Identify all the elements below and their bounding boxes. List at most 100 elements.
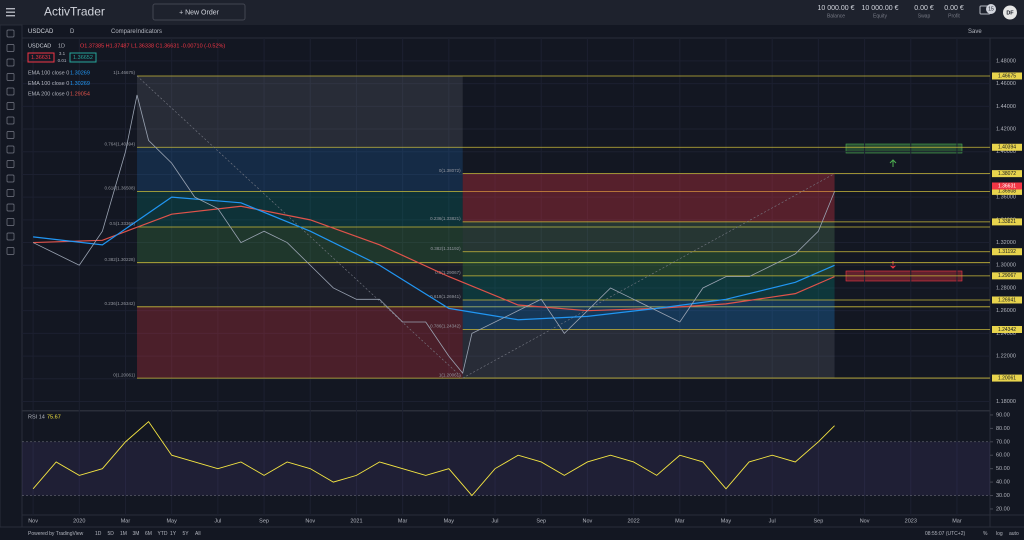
last-price-label: 1.36631 [998, 183, 1016, 189]
level-box [992, 325, 1022, 333]
level-label: 1.46675 [998, 73, 1016, 79]
scale-toggle[interactable]: log [996, 531, 1003, 537]
stat-value: 10 000.00 € [862, 5, 899, 12]
compare-button[interactable]: Compare [111, 29, 136, 35]
scale-toggle[interactable]: auto [1009, 531, 1019, 537]
sell-box[interactable] [27, 52, 55, 63]
range-button[interactable]: 6M [145, 531, 152, 537]
size: 3.1 [59, 51, 66, 56]
fib-label: 0(1.20061) [113, 372, 135, 377]
range-button[interactable]: All [195, 531, 201, 537]
fib-band [137, 147, 463, 192]
x-tick-label: Jul [492, 518, 499, 524]
x-tick-label: 2022 [627, 518, 639, 524]
range-button[interactable]: YTD [158, 531, 168, 537]
fib-band [462, 221, 835, 252]
tool-icon[interactable] [6, 116, 15, 125]
fib-label: 0(1.38072) [439, 168, 461, 173]
tool-icon[interactable] [6, 102, 15, 110]
avatar-initials: DF [1006, 10, 1014, 16]
tool-icon[interactable] [6, 174, 15, 183]
y-tick-label: 1.28000 [996, 285, 1016, 291]
buy-price[interactable]: 1.36652 [73, 55, 93, 61]
range-button[interactable]: 5Y [183, 531, 190, 537]
x-tick-label: Nov [583, 518, 593, 524]
stat-label: Balance [827, 13, 845, 19]
y-tick-label: 1.36000 [996, 195, 1016, 201]
y-tick-label: 1.32000 [996, 240, 1016, 246]
x-tick-label: Jul [214, 518, 221, 524]
level-box [992, 272, 1022, 280]
x-tick-label: Mar [121, 518, 131, 524]
logo: ActivTrader [44, 5, 105, 19]
new-order-label[interactable]: + New Order [179, 9, 220, 16]
stat-label: Equity [873, 13, 887, 19]
level-label: 1.26941 [998, 297, 1016, 303]
clock: 08:55:07 (UTC+2) [925, 531, 965, 537]
legend-value: 1.29054 [70, 91, 90, 97]
rsi-tick-label: 90.00 [996, 412, 1010, 418]
fib-band [462, 299, 835, 330]
level-label: 1.31192 [998, 249, 1016, 255]
tool-icon[interactable] [6, 73, 15, 81]
spread: 0.01 [58, 58, 67, 63]
rsi-band [22, 441, 990, 496]
tool-icon[interactable] [6, 160, 15, 168]
tool-icon[interactable] [6, 232, 15, 241]
tool-icon[interactable] [6, 44, 15, 52]
level-label: 1.38072 [998, 171, 1016, 177]
legend-value: 1.30269 [70, 81, 90, 87]
sell-price[interactable]: 1.36631 [31, 55, 51, 61]
range-button[interactable]: 3M [133, 531, 140, 537]
level-box [992, 248, 1022, 256]
stat-label: Profit [948, 13, 960, 19]
toolbar-interval[interactable]: D [70, 29, 75, 35]
tool-icon[interactable] [6, 58, 15, 67]
x-tick-label: Sep [259, 518, 269, 524]
tool-icon[interactable] [6, 203, 15, 212]
tool-icon[interactable] [6, 145, 15, 154]
range-button[interactable]: 1M [120, 531, 127, 537]
range-button[interactable]: 1D [95, 531, 102, 537]
fib-label: 0.764(1.40394) [104, 141, 135, 146]
tool-icon[interactable] [6, 189, 15, 197]
level-label: 1.40394 [998, 145, 1016, 151]
scale-toggle[interactable]: % [983, 531, 988, 537]
menu-icon[interactable] [6, 8, 15, 17]
x-tick-label: Jul [769, 518, 776, 524]
rsi-tick-label: 80.00 [996, 426, 1010, 432]
tool-icon[interactable] [6, 247, 15, 255]
powered-by: Powered by TradingView [28, 531, 84, 537]
x-tick-label: 2020 [73, 518, 85, 524]
fib-band [462, 251, 835, 276]
rsi-tick-label: 20.00 [996, 506, 1010, 512]
legend-ohlc: O1.37385 H1.37487 L1.36338 C1.36631 -0.0… [80, 43, 225, 49]
level-label: 1.33821 [998, 219, 1016, 225]
new-order-button[interactable] [152, 3, 246, 21]
rsi-tick-label: 40.00 [996, 480, 1010, 486]
fib-label: 0.382(1.31192) [430, 246, 461, 251]
tool-icon[interactable] [6, 218, 15, 226]
tool-icon[interactable] [6, 29, 15, 38]
x-tick-label: May [721, 518, 732, 524]
rsi-line [32, 420, 835, 497]
level-label: 1.36508 [998, 189, 1016, 195]
level-box [992, 374, 1022, 382]
range-button[interactable]: 5D [108, 531, 115, 537]
stat-label: Swap [918, 13, 931, 19]
tool-icon[interactable] [6, 131, 15, 139]
save-button[interactable]: Save [968, 29, 982, 35]
y-tick-label: 1.46000 [996, 81, 1016, 87]
fib-label: 0.5(1.33368) [109, 221, 135, 226]
level-label: 1.20061 [998, 375, 1016, 381]
tool-icon[interactable] [6, 87, 15, 96]
toolbar-symbol[interactable]: USDCAD [28, 29, 54, 35]
rsi-tick-label: 50.00 [996, 466, 1010, 472]
level-label: 1.29067 [998, 273, 1016, 279]
buy-box[interactable] [69, 52, 97, 63]
range-button[interactable]: 1Y [170, 531, 177, 537]
indicators-button[interactable]: Indicators [136, 29, 162, 35]
avatar[interactable] [1003, 5, 1017, 20]
